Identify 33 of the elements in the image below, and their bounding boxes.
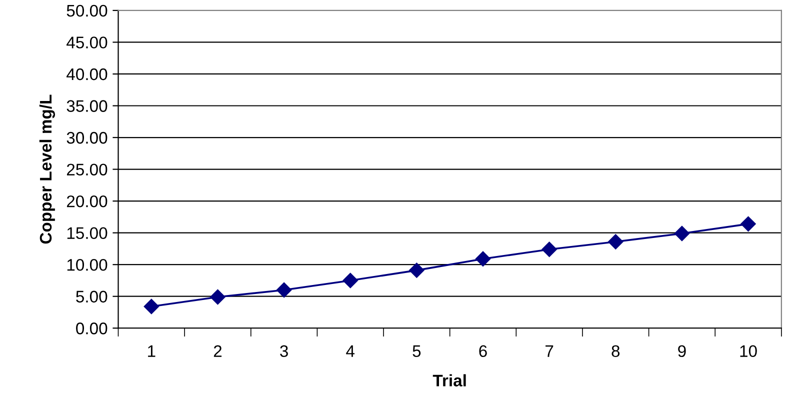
y-axis-title: Copper Level mg/L	[39, 94, 56, 244]
x-tick-label: 4	[346, 345, 355, 357]
x-tick-label: 1	[148, 345, 156, 357]
x-tick-label: 9	[678, 345, 686, 358]
x-tick-label: 6	[479, 345, 487, 358]
point	[210, 289, 226, 305]
x-tick-label: 10	[740, 345, 757, 358]
point	[409, 262, 424, 278]
point	[674, 226, 690, 242]
y-tick-label: 50.00	[66, 4, 108, 17]
x-tick-label: 2	[214, 345, 222, 357]
point	[608, 234, 624, 250]
y-tick-label: 45.00	[66, 36, 108, 48]
y-tick-label: 30.00	[66, 132, 108, 144]
y-tick-label: 20.00	[66, 195, 108, 208]
point	[542, 242, 557, 257]
y-tick-label: 35.00	[66, 100, 108, 112]
y-tick-label: 25.00	[66, 164, 108, 176]
x-tick-label: 7	[546, 345, 554, 357]
point	[144, 298, 159, 314]
x-tick-label: 5	[412, 345, 421, 358]
y-tick-label: 5.00	[76, 290, 108, 303]
x-axis-title: Trial	[432, 374, 466, 386]
point	[342, 272, 358, 288]
y-tick-label: 0.00	[76, 322, 108, 334]
y-tick-label: 10.00	[67, 258, 108, 271]
x-tick-label: 3	[280, 345, 288, 358]
point	[740, 216, 756, 232]
y-tick-label: 15.00	[67, 227, 108, 240]
point	[475, 251, 491, 266]
x-tick-label: 8	[612, 345, 620, 358]
point	[276, 282, 292, 298]
y-tick-label: 40.00	[66, 68, 108, 80]
